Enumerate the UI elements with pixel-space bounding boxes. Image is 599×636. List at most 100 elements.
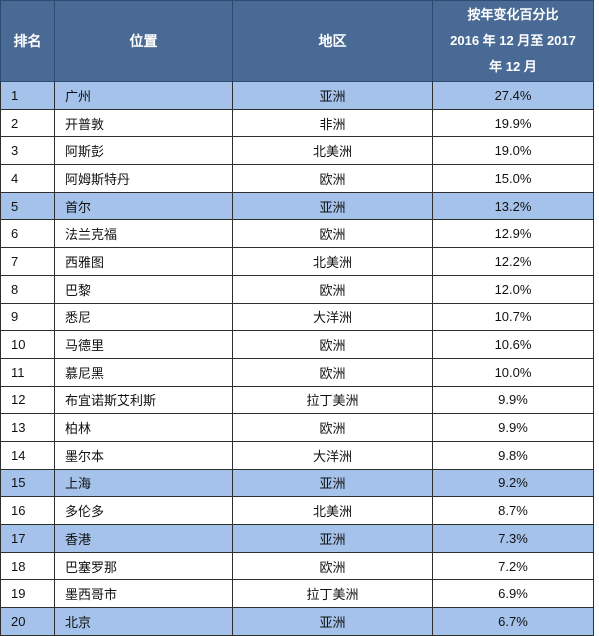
- region-cell: 北美洲: [232, 247, 433, 276]
- percent-cell: 10.6%: [432, 330, 594, 359]
- percent-cell: 19.9%: [432, 108, 594, 138]
- header-region: 地区: [232, 0, 433, 82]
- rank-cell: 3: [0, 136, 55, 166]
- city-cell: 首尔: [54, 191, 233, 221]
- region-cell: 欧洲: [232, 330, 433, 359]
- region-cell: 亚洲: [232, 468, 433, 498]
- percent-cell: 12.2%: [432, 247, 594, 276]
- city-cell: 广州: [54, 81, 233, 110]
- table-row: 20 北京 亚洲 6.7%: [0, 607, 594, 636]
- region-cell: 欧洲: [232, 164, 433, 193]
- city-cell: 西雅图: [54, 247, 233, 276]
- rank-cell: 13: [0, 413, 55, 442]
- percent-cell: 9.9%: [432, 413, 594, 442]
- rank-cell: 16: [0, 496, 55, 525]
- table-row: 2 开普敦 非洲 19.9%: [0, 108, 594, 138]
- city-cell: 巴黎: [54, 274, 233, 304]
- percent-cell: 8.7%: [432, 496, 594, 525]
- rank-cell: 5: [0, 191, 55, 221]
- region-cell: 大洋洲: [232, 302, 433, 332]
- rank-cell: 14: [0, 440, 55, 470]
- region-cell: 北美洲: [232, 496, 433, 525]
- table-row: 9 悉尼 大洋洲 10.7%: [0, 302, 594, 332]
- city-cell: 慕尼黑: [54, 357, 233, 387]
- table-row: 5 首尔 亚洲 13.2%: [0, 191, 594, 221]
- percent-cell: 27.4%: [432, 81, 594, 110]
- rank-cell: 12: [0, 385, 55, 415]
- city-cell: 多伦多: [54, 496, 233, 525]
- city-cell: 巴塞罗那: [54, 551, 233, 581]
- region-cell: 欧洲: [232, 413, 433, 442]
- city-cell: 上海: [54, 468, 233, 498]
- rank-cell: 10: [0, 330, 55, 359]
- table-row: 10 马德里 欧洲 10.6%: [0, 330, 594, 359]
- percent-cell: 13.2%: [432, 191, 594, 221]
- percent-cell: 10.0%: [432, 357, 594, 387]
- table-row: 19 墨西哥市 拉丁美洲 6.9%: [0, 579, 594, 609]
- percent-cell: 9.9%: [432, 385, 594, 415]
- table-header-row: 排名 位置 地区 按年变化百分比 2016 年 12 月至 2017 年 12 …: [0, 0, 594, 82]
- region-cell: 欧洲: [232, 219, 433, 249]
- table-row: 1 广州 亚洲 27.4%: [0, 81, 594, 110]
- percent-cell: 9.8%: [432, 440, 594, 470]
- percent-cell: 9.2%: [432, 468, 594, 498]
- table-row: 15 上海 亚洲 9.2%: [0, 468, 594, 498]
- percent-cell: 10.7%: [432, 302, 594, 332]
- table-row: 12 布宜诺斯艾利斯 拉丁美洲 9.9%: [0, 385, 594, 415]
- table-row: 18 巴塞罗那 欧洲 7.2%: [0, 551, 594, 581]
- region-cell: 欧洲: [232, 551, 433, 581]
- table-row: 16 多伦多 北美洲 8.7%: [0, 496, 594, 525]
- table-row: 6 法兰克福 欧洲 12.9%: [0, 219, 594, 249]
- header-percent-line-3: 年 12 月: [489, 59, 537, 74]
- header-percent-change: 按年变化百分比 2016 年 12 月至 2017 年 12 月: [432, 0, 594, 82]
- percent-cell: 6.7%: [432, 607, 594, 636]
- table-row: 3 阿斯彭 北美洲 19.0%: [0, 136, 594, 166]
- rank-cell: 11: [0, 357, 55, 387]
- region-cell: 大洋洲: [232, 440, 433, 470]
- rank-cell: 1: [0, 81, 55, 110]
- rank-cell: 15: [0, 468, 55, 498]
- header-rank: 排名: [0, 0, 55, 82]
- table-row: 8 巴黎 欧洲 12.0%: [0, 274, 594, 304]
- rank-cell: 8: [0, 274, 55, 304]
- rank-cell: 4: [0, 164, 55, 193]
- header-city: 位置: [54, 0, 233, 82]
- region-cell: 亚洲: [232, 607, 433, 636]
- city-cell: 香港: [54, 524, 233, 553]
- percent-cell: 19.0%: [432, 136, 594, 166]
- region-cell: 欧洲: [232, 274, 433, 304]
- percent-cell: 6.9%: [432, 579, 594, 609]
- rank-cell: 20: [0, 607, 55, 636]
- table-row: 13 柏林 欧洲 9.9%: [0, 413, 594, 442]
- city-cell: 柏林: [54, 413, 233, 442]
- city-cell: 马德里: [54, 330, 233, 359]
- header-percent-line-2: 2016 年 12 月至 2017: [450, 33, 576, 48]
- percent-cell: 12.9%: [432, 219, 594, 249]
- city-cell: 悉尼: [54, 302, 233, 332]
- city-cell: 法兰克福: [54, 219, 233, 249]
- city-cell: 阿姆斯特丹: [54, 164, 233, 193]
- city-cell: 布宜诺斯艾利斯: [54, 385, 233, 415]
- region-cell: 亚洲: [232, 81, 433, 110]
- percent-cell: 7.2%: [432, 551, 594, 581]
- city-cell: 墨尔本: [54, 440, 233, 470]
- region-cell: 拉丁美洲: [232, 385, 433, 415]
- region-cell: 欧洲: [232, 357, 433, 387]
- region-cell: 亚洲: [232, 191, 433, 221]
- table-row: 7 西雅图 北美洲 12.2%: [0, 247, 594, 276]
- table-row: 14 墨尔本 大洋洲 9.8%: [0, 440, 594, 470]
- table-body: 1 广州 亚洲 27.4% 2 开普敦 非洲 19.9% 3 阿斯彭 北美洲 19.0% 4 阿姆斯特丹欧…: [0, 81, 594, 636]
- rank-cell: 17: [0, 524, 55, 553]
- rank-cell: 7: [0, 247, 55, 276]
- table-row: 11 慕尼黑 欧洲 10.0%: [0, 357, 594, 387]
- city-cell: 墨西哥市: [54, 579, 233, 609]
- header-percent-line-1: 按年变化百分比: [467, 7, 559, 22]
- rank-cell: 19: [0, 579, 55, 609]
- region-cell: 拉丁美洲: [232, 579, 433, 609]
- percent-cell: 15.0%: [432, 164, 594, 193]
- region-cell: 亚洲: [232, 524, 433, 553]
- rank-cell: 9: [0, 302, 55, 332]
- region-cell: 非洲: [232, 108, 433, 138]
